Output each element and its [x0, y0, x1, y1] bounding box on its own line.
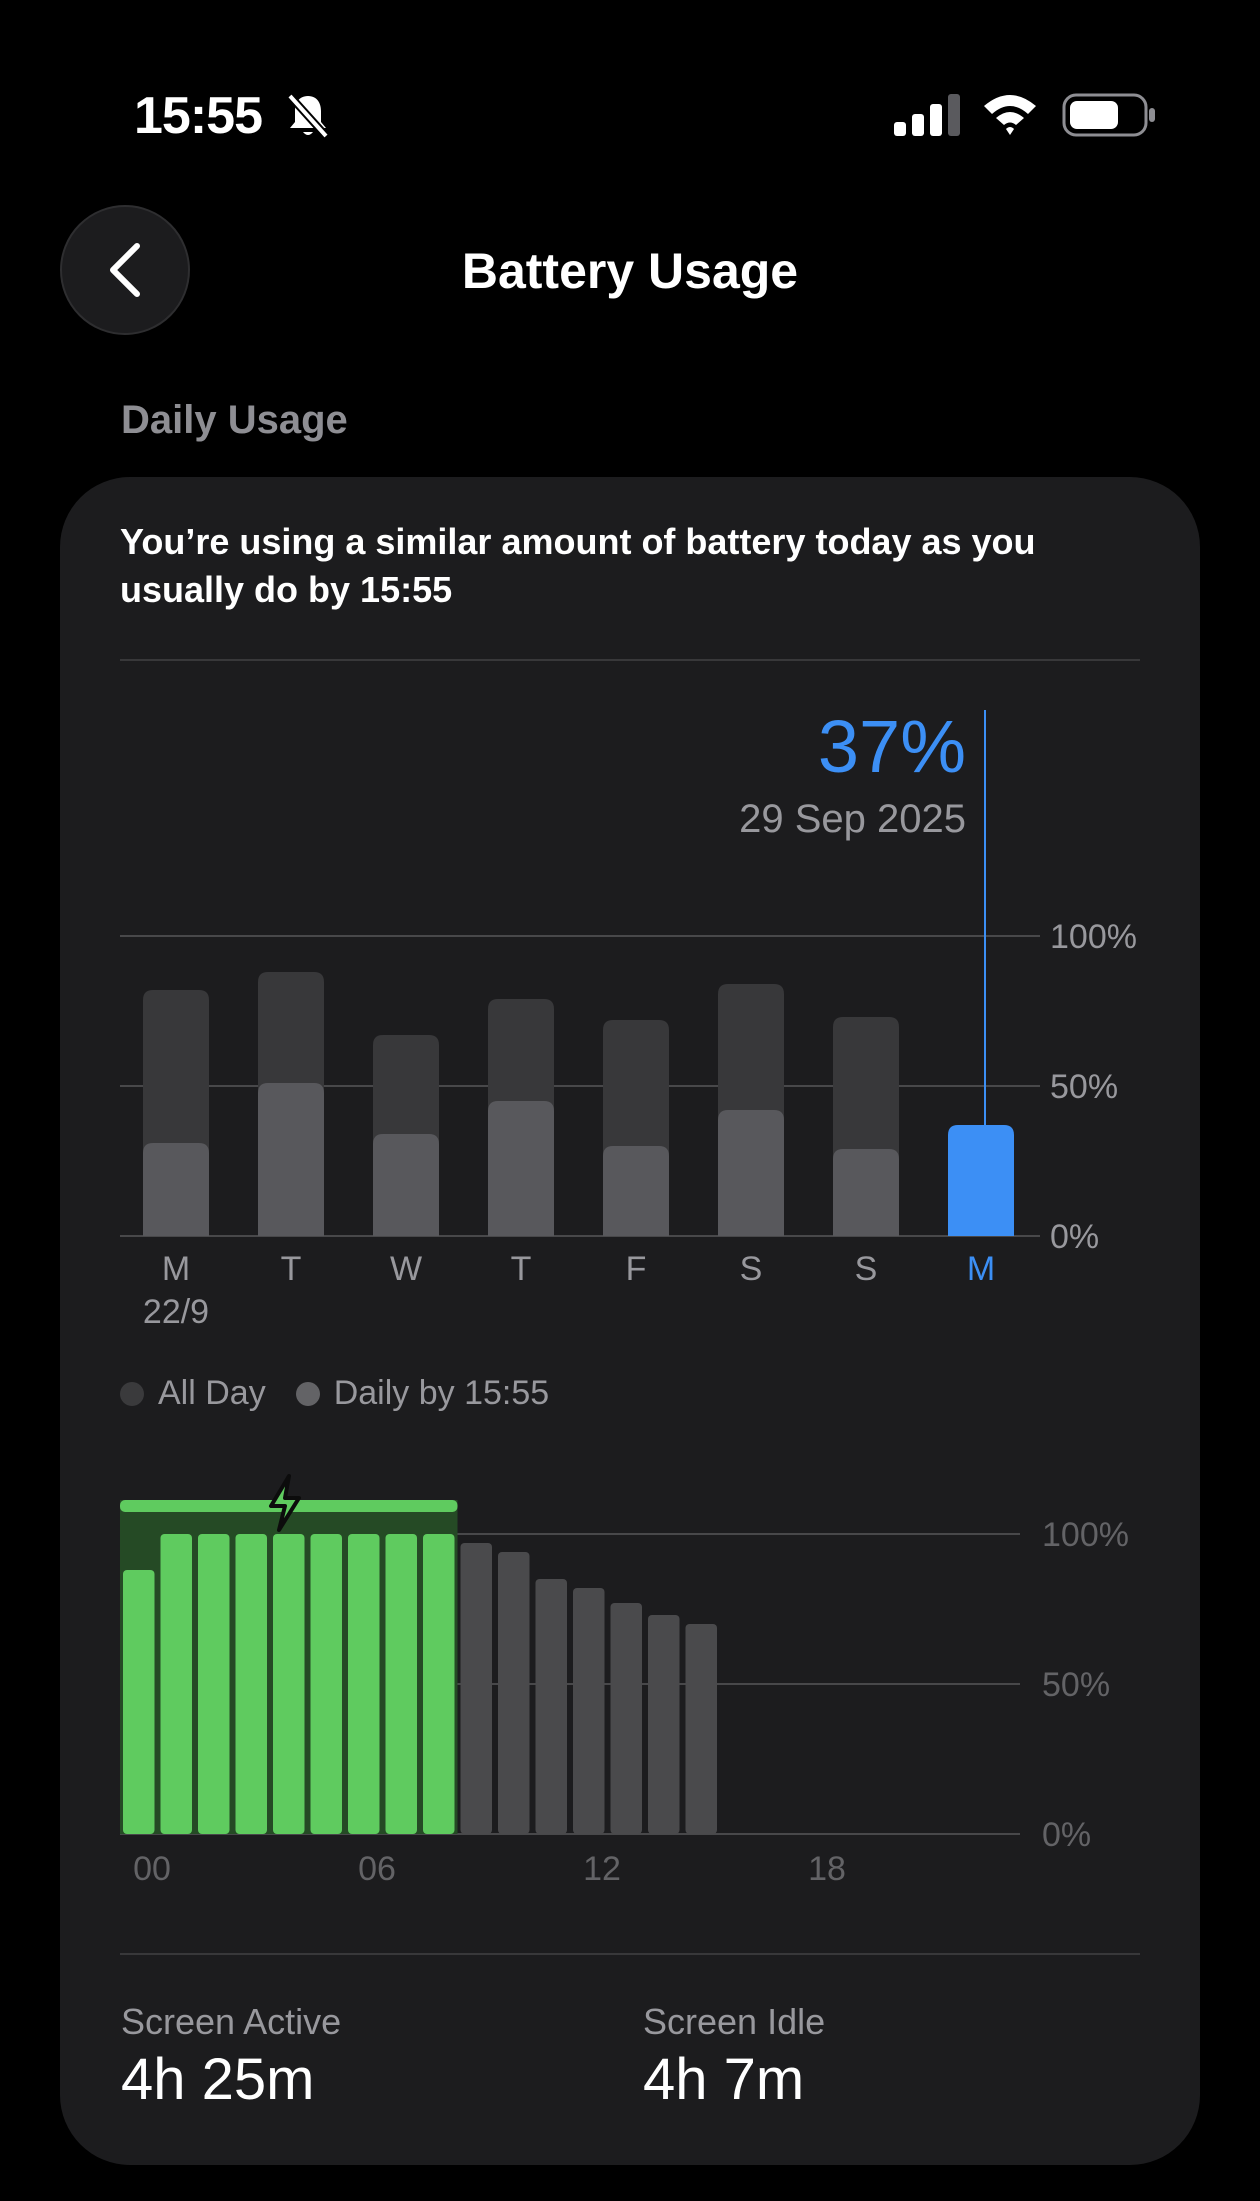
bar-daily-by — [143, 1143, 209, 1236]
status-time: 15:55 — [134, 87, 263, 145]
hour-bar — [235, 1534, 267, 1834]
hour-bar — [160, 1534, 192, 1834]
y-tick-label: 50% — [1050, 1068, 1118, 1106]
x-tick-label: 00 — [133, 1850, 171, 1888]
wifi-icon — [984, 95, 1036, 135]
hour-bar — [273, 1534, 305, 1834]
y-tick-label: 100% — [1042, 1516, 1129, 1554]
hour-bar — [123, 1570, 155, 1834]
hour-bar — [685, 1624, 717, 1834]
bar-daily-by — [488, 1101, 554, 1236]
hour-bar — [198, 1534, 230, 1834]
bar-selected — [948, 1125, 1014, 1236]
chart-legend: All Day Daily by 15:55 — [120, 1374, 549, 1413]
y-tick-label: 0% — [1042, 1816, 1091, 1854]
x-tick-label: 18 — [808, 1850, 846, 1888]
x-tick-label: T — [511, 1250, 532, 1288]
selected-value: 37% — [817, 705, 966, 788]
hour-bar — [648, 1615, 680, 1834]
x-date-label: 22/9 — [143, 1293, 209, 1331]
hour-bar — [498, 1552, 530, 1834]
hour-bar — [310, 1534, 342, 1834]
legend-label: All Day — [158, 1374, 266, 1412]
y-tick-label: 100% — [1050, 918, 1137, 956]
screen-idle-value: 4h 7m — [643, 2047, 805, 2112]
legend-daily-by: Daily by 15:55 — [295, 1374, 550, 1413]
screen-active-label: Screen Active — [121, 2001, 342, 2042]
divider — [120, 1953, 1140, 1955]
x-tick-label: M — [162, 1250, 190, 1288]
section-label: Daily Usage — [121, 398, 348, 442]
x-tick-label: S — [740, 1250, 763, 1288]
screen-active-value: 4h 25m — [121, 2047, 315, 2112]
bar-daily-by — [833, 1149, 899, 1236]
selected-date: 29 Sep 2025 — [739, 797, 966, 841]
screen-idle-label: Screen Idle — [643, 2001, 826, 2042]
bar-daily-by — [258, 1083, 324, 1236]
divider — [120, 659, 1140, 661]
hour-bar — [535, 1579, 567, 1834]
silent-bell-icon — [287, 93, 329, 139]
daily-usage-card — [60, 477, 1200, 2165]
hourly-level-chart[interactable]: 0% 50% 100% 00 06 12 18 — [0, 0, 1260, 1900]
hour-bar — [385, 1534, 417, 1834]
bar-daily-by — [373, 1134, 439, 1236]
legend-all-day: All Day — [120, 1374, 266, 1413]
x-tick-label: W — [390, 1250, 422, 1288]
x-tick-label: T — [281, 1250, 302, 1288]
bar-daily-by — [603, 1146, 669, 1236]
x-tick-label: M — [967, 1250, 995, 1288]
y-tick-label: 0% — [1050, 1218, 1099, 1256]
hour-bar — [423, 1534, 455, 1834]
usage-insight-text: You’re using a similar amount of battery… — [120, 521, 1036, 610]
page-title: Battery Usage — [461, 243, 799, 299]
hour-bar — [610, 1603, 642, 1834]
back-button[interactable] — [60, 205, 190, 335]
weekly-usage-chart[interactable]: 0% 50% 100% M 22/9 T W T F S S M — [0, 0, 1260, 1360]
legend-dot-all-day — [120, 1381, 144, 1406]
hour-bar — [573, 1588, 605, 1834]
x-tick-label: 12 — [583, 1850, 621, 1888]
cellular-signal-icon — [894, 94, 960, 136]
legend-dot-daily-by — [295, 1381, 320, 1406]
battery-indicator-icon — [1062, 93, 1155, 137]
bar-daily-by — [718, 1110, 784, 1236]
x-tick-label: 06 — [358, 1850, 396, 1888]
hour-bar — [348, 1534, 380, 1834]
charging-bolt-icon — [269, 1474, 301, 1532]
hour-bar — [460, 1543, 492, 1834]
chevron-left-icon — [110, 243, 140, 297]
y-tick-label: 50% — [1042, 1666, 1110, 1704]
x-tick-label: S — [855, 1250, 878, 1288]
legend-label: Daily by 15:55 — [333, 1374, 550, 1412]
x-tick-label: F — [626, 1250, 647, 1288]
